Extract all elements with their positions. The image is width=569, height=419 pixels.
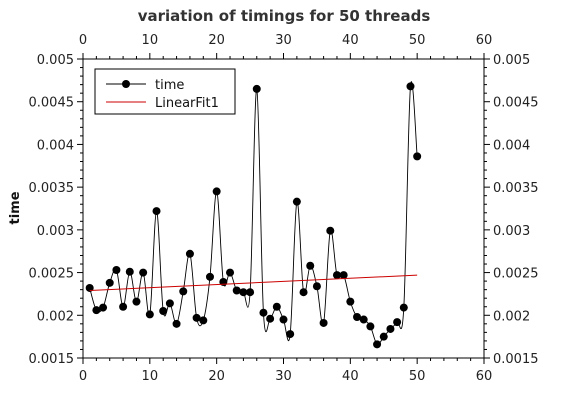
y-tick-label-right: 0.0045 [493, 96, 539, 111]
chart-title: variation of timings for 50 threads [138, 7, 431, 25]
time-data-point [339, 271, 348, 280]
x-tick-label-bottom: 60 [476, 369, 493, 384]
x-tick-label-top: 60 [476, 33, 493, 48]
time-data-point [172, 319, 181, 328]
x-tick-label-top: 40 [342, 33, 359, 48]
time-data-point [306, 261, 315, 270]
x-tick-label-top: 10 [142, 33, 159, 48]
legend-label-time: time [155, 78, 184, 93]
time-data-point [232, 286, 241, 295]
y-tick-label-right: 0.004 [493, 138, 530, 153]
time-data-point [399, 303, 408, 312]
time-data-point [226, 268, 235, 277]
x-tick-label-bottom: 30 [275, 369, 292, 384]
x-tick-label-bottom: 10 [142, 369, 159, 384]
time-data-point [139, 268, 148, 277]
x-tick-label-bottom: 0 [79, 369, 87, 384]
series-linearfit1 [89, 274, 418, 292]
time-data-point [205, 272, 214, 281]
time-data-point [212, 187, 221, 196]
legend-time-marker [122, 80, 130, 88]
y-tick-label-left: 0.005 [37, 53, 74, 68]
x-tick-label-bottom: 20 [208, 369, 225, 384]
y-tick-label-left: 0.0025 [29, 267, 75, 282]
time-data-point [252, 84, 261, 93]
x-tick-label-bottom: 40 [342, 369, 359, 384]
time-data-point [152, 207, 161, 216]
y-tick-label-right: 0.0015 [493, 352, 539, 367]
y-tick-label-left: 0.003 [37, 224, 74, 239]
y-tick-label-right: 0.002 [493, 309, 530, 324]
time-data-point [179, 287, 188, 296]
time-data-point [132, 297, 141, 306]
linearfit1-line [89, 274, 418, 292]
y-tick-label-left: 0.0045 [29, 96, 75, 111]
time-data-point [299, 288, 308, 297]
time-data-point [239, 288, 248, 297]
time-data-point [366, 322, 375, 331]
time-data-point [92, 306, 101, 315]
time-data-point [279, 315, 288, 324]
time-data-point [105, 278, 114, 287]
time-data-point [319, 318, 328, 327]
time-data-point [259, 308, 268, 317]
time-data-point [99, 303, 108, 312]
time-data-point [379, 332, 388, 341]
time-data-point [353, 312, 362, 321]
time-data-point [332, 271, 341, 280]
time-data-point [159, 307, 168, 316]
y-tick-label-left: 0.004 [37, 138, 74, 153]
time-data-point [292, 197, 301, 206]
time-data-point [119, 302, 128, 311]
y-tick-label-right: 0.003 [493, 224, 530, 239]
legend-label-linearfit1: LinearFit1 [155, 96, 219, 111]
y-tick-label-left: 0.0015 [29, 352, 75, 367]
time-data-point [393, 318, 402, 327]
y-tick-label-right: 0.005 [493, 53, 530, 68]
time-data-point [373, 340, 382, 349]
time-data-point [359, 315, 368, 324]
y-tick-label-left: 0.002 [37, 309, 74, 324]
time-data-point [266, 314, 275, 323]
series-time [85, 81, 422, 349]
y-tick-label-left: 0.0035 [29, 181, 75, 196]
time-data-point [346, 297, 355, 306]
time-data-point [192, 313, 201, 322]
legend-box [94, 68, 236, 115]
time-data-point [286, 330, 295, 339]
time-data-point [145, 310, 154, 319]
time-data-point [326, 226, 335, 235]
time-series-line [89, 81, 418, 346]
time-data-point [185, 249, 194, 258]
y-tick-label-right: 0.0035 [493, 181, 539, 196]
x-tick-label-top: 30 [275, 33, 292, 48]
time-data-point [406, 82, 415, 91]
time-data-point [312, 282, 321, 291]
time-data-point [165, 299, 174, 308]
time-data-point [413, 152, 422, 161]
time-data-point [125, 267, 134, 276]
x-tick-label-top: 50 [409, 33, 426, 48]
time-data-point [112, 266, 121, 275]
time-data-point [272, 302, 281, 311]
time-data-point [199, 316, 208, 325]
time-data-point [386, 324, 395, 333]
y-axis-label: time [8, 191, 23, 224]
y-tick-label-right: 0.0025 [493, 267, 539, 282]
x-tick-label-bottom: 50 [409, 369, 426, 384]
x-tick-label-top: 20 [208, 33, 225, 48]
time-data-point [246, 288, 255, 297]
legend: time LinearFit1 [94, 68, 236, 115]
x-tick-label-top: 0 [79, 33, 87, 48]
